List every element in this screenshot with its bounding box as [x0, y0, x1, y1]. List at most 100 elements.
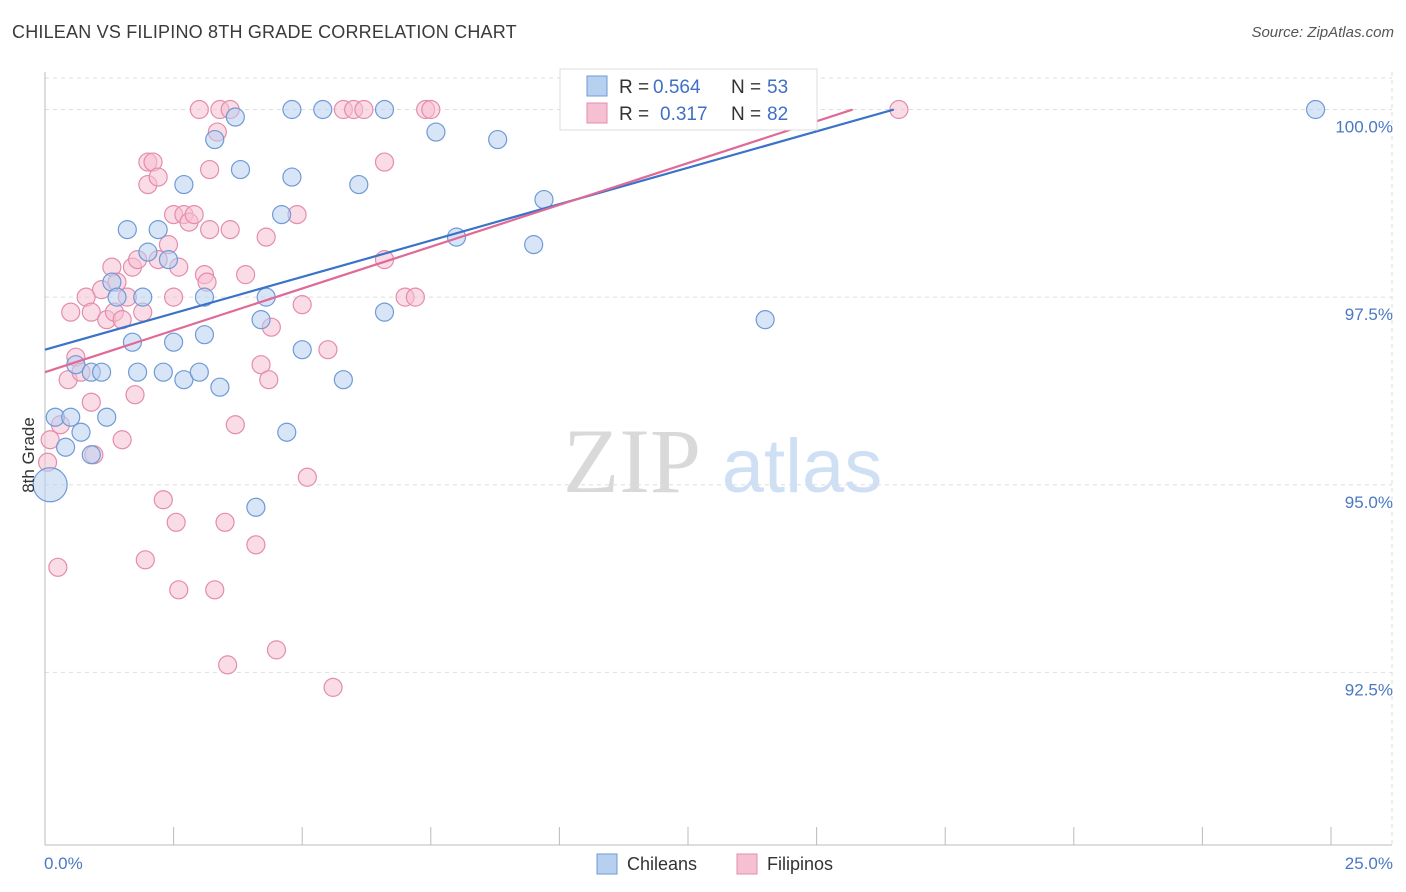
watermark: ZIP atlas — [563, 410, 882, 512]
filipinos-point-43 — [200, 220, 220, 240]
chileans-point-25 — [194, 325, 215, 345]
filipinos-point-2 — [48, 557, 68, 577]
filipinos-point-48 — [215, 512, 235, 532]
legend-r-value-chileans: 0.564 — [653, 77, 701, 98]
chileans-point-5 — [71, 422, 91, 442]
chileans-point-3 — [61, 407, 81, 427]
chileans-trend-line — [44, 108, 895, 351]
chileans-point-37 — [292, 340, 312, 360]
chileans-point-11 — [107, 287, 127, 307]
filipinos-point-21 — [125, 385, 145, 405]
filipinos-point-73 — [421, 99, 441, 120]
chileans-point-29 — [230, 159, 251, 180]
chileans-point-14 — [127, 362, 148, 382]
y-tick-label-0: 92.5% — [1345, 680, 1393, 699]
filipinos-point-71 — [405, 287, 425, 307]
x-tick-label-max: 25.0% — [1345, 854, 1393, 873]
y-axis-label: 8th Grade — [19, 417, 38, 493]
filipinos-point-54 — [246, 535, 266, 555]
watermark-atlas: atlas — [722, 424, 883, 509]
legend-swatch-chileans — [586, 75, 608, 97]
filipinos-point-44 — [200, 159, 220, 180]
filipinos-point-56 — [256, 227, 276, 247]
chileans-point-12 — [117, 220, 137, 240]
legend-n-label-filipinos: N = — [731, 104, 761, 125]
chileans-point-42 — [374, 302, 395, 322]
legend-swatch-filipinos — [586, 102, 608, 124]
legend: R = 0.564 N = 53 R = 0.317 N = 82 — [559, 68, 818, 131]
legend-n-label-chileans: N = — [731, 77, 761, 98]
filipinos-point-59 — [266, 640, 287, 660]
filipinos-point-61 — [292, 295, 312, 315]
chileans-point-20 — [164, 332, 184, 352]
bottom-swatch-filipinos — [736, 853, 758, 875]
chileans-point-45 — [488, 129, 508, 150]
chileans-point-31 — [251, 310, 271, 330]
chileans-point-23 — [189, 362, 209, 382]
filipinos-point-40 — [189, 99, 209, 120]
x-tick-label-min: 0.0% — [44, 854, 83, 873]
filipinos-point-52 — [225, 415, 245, 435]
filipinos-point-5 — [61, 302, 81, 322]
filipinos-point-30 — [153, 490, 173, 510]
trend-lines — [44, 108, 895, 374]
grid — [45, 72, 1393, 845]
filipinos-point-57 — [259, 370, 279, 390]
chileans-point-2 — [55, 437, 76, 457]
filipinos-point-33 — [164, 287, 184, 307]
y-tick-label-1: 95.0% — [1345, 493, 1393, 512]
chileans-point-35 — [282, 99, 302, 120]
chileans-point-8 — [91, 362, 112, 382]
filipinos-point-45 — [205, 580, 225, 600]
tick-labels: 92.5% 95.0% 97.5% 100.0% 0.0% 25.0% — [44, 118, 1393, 873]
chileans-points — [32, 99, 1326, 517]
filipinos-point-51 — [220, 220, 240, 240]
filipinos-point-39 — [184, 204, 204, 225]
chileans-point-13 — [122, 332, 143, 352]
chileans-point-46 — [524, 235, 544, 255]
filipinos-point-62 — [297, 467, 317, 487]
chileans-point-26 — [205, 129, 225, 150]
filipinos-point-67 — [354, 99, 374, 120]
filipinos-trend-line — [44, 108, 853, 374]
chileans-point-27 — [210, 377, 230, 397]
legend-n-value-filipinos: 82 — [767, 104, 788, 125]
filipinos-points — [37, 99, 909, 697]
filipinos-point-9 — [81, 302, 101, 322]
chileans-point-36 — [282, 167, 302, 187]
chileans-point-6 — [81, 445, 101, 465]
filipinos-point-35 — [169, 580, 189, 600]
watermark-zip: ZIP — [563, 410, 701, 512]
chileans-point-30 — [246, 497, 266, 517]
chileans-point-0 — [32, 467, 68, 503]
y-tick-label-3: 100.0% — [1335, 118, 1393, 137]
chileans-point-43 — [426, 122, 446, 142]
chileans-point-9 — [97, 407, 117, 427]
chileans-point-18 — [153, 362, 173, 382]
filipinos-point-49 — [218, 655, 238, 675]
filipinos-point-63 — [318, 340, 338, 360]
filipinos-point-24 — [135, 550, 155, 570]
bottom-swatch-chileans — [596, 853, 618, 875]
chileans-point-16 — [138, 242, 158, 262]
chileans-point-21 — [174, 174, 194, 195]
filipinos-point-34 — [166, 512, 186, 532]
filipinos-point-10 — [81, 392, 101, 412]
chileans-point-50 — [1305, 99, 1326, 120]
axes — [44, 72, 1392, 846]
filipinos-point-28 — [148, 167, 168, 187]
filipinos-point-68 — [374, 152, 395, 172]
chileans-point-19 — [158, 250, 179, 270]
chileans-point-17 — [148, 220, 168, 240]
chileans-point-40 — [349, 174, 369, 195]
chileans-point-39 — [333, 370, 353, 390]
chileans-point-41 — [374, 99, 395, 120]
bottom-legend: Chileans Filipinos — [596, 853, 833, 875]
legend-r-value-filipinos: 0.317 — [660, 104, 708, 125]
filipinos-point-18 — [112, 430, 132, 450]
filipinos-point-64 — [323, 677, 343, 697]
chileans-point-34 — [277, 422, 297, 442]
legend-r-label-filipinos: R = — [619, 104, 649, 125]
legend-r-label-chileans: R = — [619, 77, 649, 98]
